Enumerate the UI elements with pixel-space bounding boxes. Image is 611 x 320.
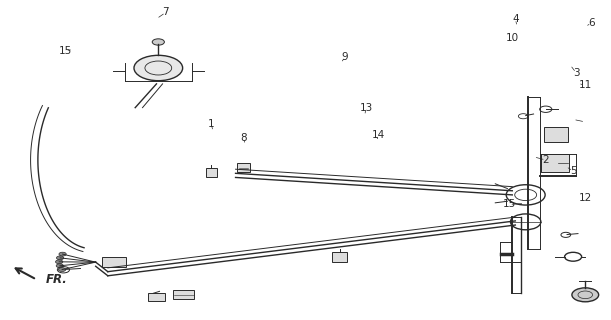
Circle shape — [56, 260, 63, 264]
Text: 4: 4 — [512, 14, 519, 24]
Circle shape — [134, 55, 183, 81]
Bar — [332, 252, 347, 261]
Text: 5: 5 — [570, 166, 576, 176]
Text: 13: 13 — [360, 103, 373, 113]
Text: 14: 14 — [372, 130, 385, 140]
Bar — [237, 164, 250, 172]
Text: 9: 9 — [342, 52, 348, 62]
Text: 15: 15 — [503, 199, 516, 209]
Bar — [173, 290, 194, 299]
Text: 11: 11 — [579, 80, 592, 91]
Text: 15: 15 — [59, 45, 72, 56]
Circle shape — [572, 288, 599, 302]
Circle shape — [56, 256, 64, 260]
Text: 3: 3 — [573, 68, 579, 78]
Bar — [541, 155, 569, 172]
Circle shape — [56, 264, 64, 268]
Text: 10: 10 — [506, 33, 519, 43]
Text: 1: 1 — [208, 118, 214, 129]
Bar — [544, 127, 568, 142]
Text: 6: 6 — [588, 18, 595, 28]
Text: 12: 12 — [579, 193, 592, 203]
Circle shape — [59, 268, 66, 271]
Text: 8: 8 — [240, 133, 247, 143]
Text: FR.: FR. — [46, 273, 68, 286]
Bar — [148, 293, 165, 301]
Bar — [102, 257, 126, 267]
Circle shape — [59, 252, 66, 256]
Circle shape — [152, 39, 164, 45]
Bar — [206, 168, 217, 178]
Text: 2: 2 — [543, 155, 549, 165]
Text: 7: 7 — [163, 7, 169, 18]
